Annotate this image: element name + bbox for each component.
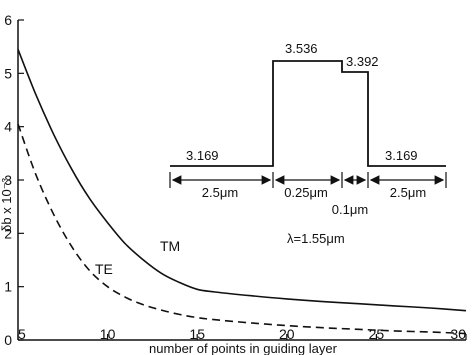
x-tick-label: 20 xyxy=(279,326,295,342)
index-profile-inset: 3.169 3.536 3.392 3.169 2.5μm 0.25μm 0.1… xyxy=(169,41,447,246)
y-tick-label: 4 xyxy=(4,119,12,135)
y-tick-label: 0 xyxy=(4,332,12,348)
index-label-guide: 3.536 xyxy=(285,41,318,56)
x-tick-label: 5 xyxy=(18,326,26,342)
series-line-te xyxy=(17,123,467,335)
wavelength-label: λ=1.55μm xyxy=(287,231,345,246)
y-tick-label: 6 xyxy=(4,12,12,28)
series-line-tm xyxy=(17,49,467,312)
dimension-label-cladding-right: 2.5μm xyxy=(390,185,426,200)
dimension-label-core: 0.1μm xyxy=(332,202,368,217)
y-tick-label: 3 xyxy=(4,172,12,188)
x-tick-label: 15 xyxy=(189,326,205,342)
dimension-label-cladding-left: 2.5μm xyxy=(202,185,238,200)
index-label-cladding-left: 3.169 xyxy=(186,148,219,163)
y-axis-ticks: 0 1 2 3 4 5 6 xyxy=(4,12,24,348)
x-tick-label: 30 xyxy=(450,326,466,342)
index-label-core: 3.392 xyxy=(346,54,379,69)
x-axis-ticks: 5 10 15 20 25 30 xyxy=(17,326,467,342)
dimension-label-guide: 0.25μm xyxy=(284,185,328,200)
series-label-tm: TM xyxy=(160,238,180,254)
series-label-te: TE xyxy=(95,261,113,277)
x-axis-title: number of points in guiding layer xyxy=(149,341,338,355)
x-tick-label: 25 xyxy=(369,326,385,342)
y-axis-title: δb x 10⁻³ xyxy=(0,177,14,232)
x-tick-label: 10 xyxy=(100,326,116,342)
index-label-cladding-right: 3.169 xyxy=(385,148,418,163)
y-tick-label: 5 xyxy=(4,65,12,81)
series-layer xyxy=(17,49,467,335)
index-profile-line xyxy=(170,60,446,167)
y-tick-label: 2 xyxy=(4,225,12,241)
y-tick-label: 1 xyxy=(4,279,12,295)
